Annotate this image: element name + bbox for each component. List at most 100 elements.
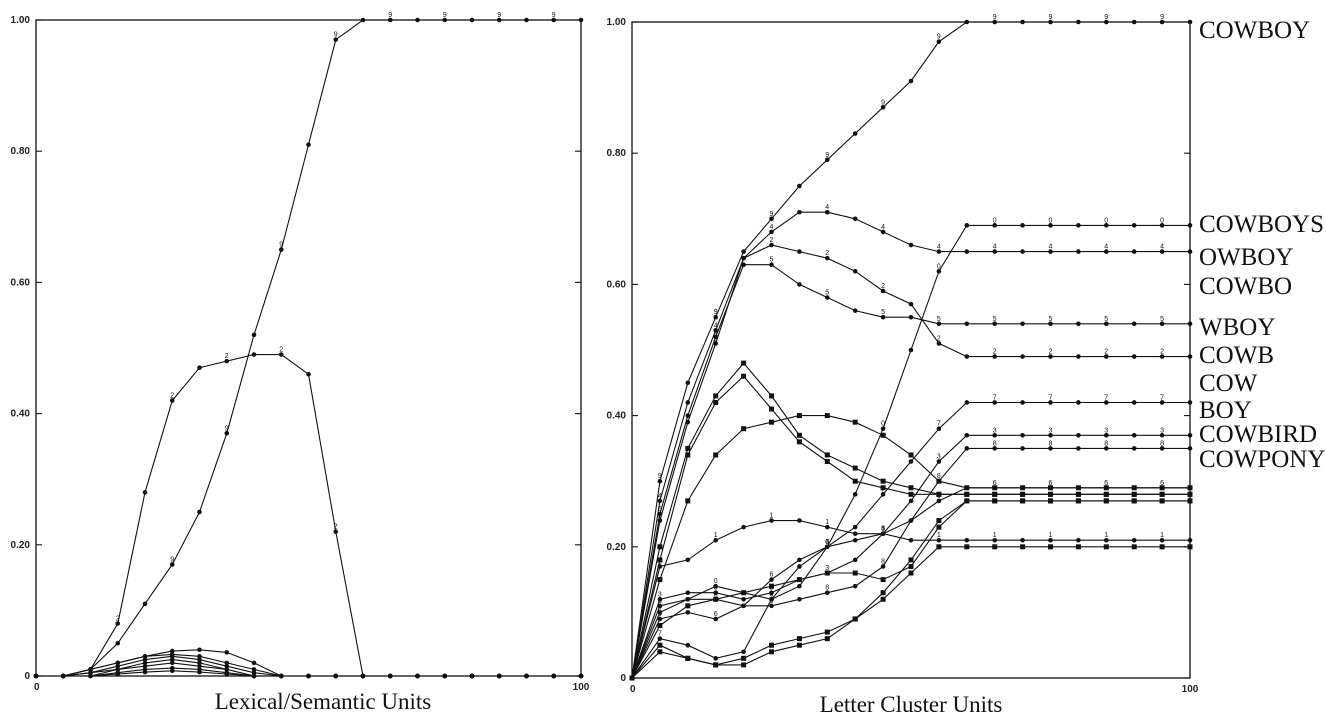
data-point	[1159, 400, 1165, 405]
data-point	[251, 660, 257, 666]
data-point	[142, 601, 148, 607]
data-point	[224, 671, 230, 677]
data-point	[908, 347, 914, 353]
data-point	[1020, 321, 1025, 327]
data-point	[713, 616, 718, 622]
data-point-label: 4	[937, 244, 941, 251]
data-point-label: 0	[1160, 217, 1164, 224]
data-point	[908, 485, 914, 491]
data-point	[741, 649, 746, 655]
data-point	[880, 288, 886, 294]
data-point	[908, 242, 914, 248]
data-point	[852, 268, 858, 274]
data-point	[1104, 537, 1109, 543]
data-point	[769, 583, 774, 589]
data-point	[1104, 223, 1109, 228]
data-point	[825, 255, 830, 261]
data-point-label: 3	[937, 454, 941, 461]
data-point	[1048, 446, 1053, 451]
data-point-label: 8	[714, 591, 718, 598]
data-point	[908, 570, 914, 576]
data-point	[1104, 400, 1109, 405]
data-point	[1104, 19, 1109, 25]
data-point	[964, 485, 970, 491]
data-point	[769, 596, 774, 602]
data-point	[1187, 354, 1193, 359]
data-point	[908, 498, 914, 504]
data-point	[852, 478, 858, 484]
data-point	[224, 663, 230, 669]
data-point	[1048, 537, 1053, 543]
data-point	[825, 590, 830, 596]
data-point	[769, 406, 774, 412]
data-point	[1159, 19, 1165, 25]
data-point	[1048, 432, 1053, 438]
data-point	[685, 419, 691, 425]
data-point-label: 9	[937, 34, 941, 41]
data-point	[657, 616, 663, 622]
data-point	[852, 308, 858, 313]
data-point	[741, 426, 747, 432]
data-point-label: 9	[658, 473, 662, 480]
data-point	[797, 557, 802, 563]
data-point	[769, 393, 774, 399]
data-point	[197, 657, 202, 662]
data-point	[1020, 544, 1026, 550]
data-point	[824, 636, 830, 642]
data-point	[992, 446, 997, 451]
data-point	[1104, 446, 1109, 451]
data-point	[306, 371, 311, 377]
data-point	[936, 459, 942, 464]
data-point-label: 9	[279, 242, 283, 249]
data-point-label: 2	[1160, 349, 1164, 356]
data-point-label: 8	[937, 473, 941, 480]
data-point	[713, 662, 719, 668]
data-point	[713, 334, 718, 340]
data-point	[880, 426, 886, 432]
data-point	[333, 529, 339, 534]
data-point	[387, 673, 393, 679]
series-end-label: COWPONY	[1199, 446, 1325, 473]
data-point-label: 2	[1049, 349, 1053, 356]
data-point	[115, 660, 121, 666]
data-point	[115, 671, 121, 677]
data-point-label: 4	[1160, 244, 1164, 251]
series-end-label: WBOY	[1199, 314, 1275, 341]
data-point	[1159, 223, 1165, 228]
data-point	[1159, 485, 1165, 491]
data-point	[169, 398, 175, 403]
data-point-label: 9	[1049, 14, 1053, 21]
data-point	[1020, 249, 1025, 254]
data-point-label: 2	[279, 347, 283, 354]
data-point-label: 0	[714, 578, 718, 585]
data-point	[685, 452, 691, 458]
data-point	[852, 216, 858, 222]
y-tick-label: 0.20	[11, 540, 31, 551]
data-point	[360, 17, 366, 23]
data-point-label: 1	[993, 532, 997, 539]
data-point	[992, 544, 998, 550]
data-point	[251, 352, 257, 357]
data-point-label: 0	[937, 263, 941, 270]
data-point-label: 5	[937, 316, 941, 323]
data-point-label: 9	[552, 12, 556, 19]
x-tick-label: 100	[573, 682, 590, 693]
data-point-label: 2	[770, 237, 774, 244]
data-point-label: 6	[770, 572, 774, 579]
data-point	[964, 19, 970, 25]
data-point	[197, 365, 202, 370]
series-end-label: COWBOYS	[1199, 211, 1324, 238]
data-point	[964, 446, 970, 451]
plot-frame	[631, 21, 1191, 679]
data-point	[88, 667, 93, 672]
x-tick-label: 100	[1182, 684, 1199, 695]
data-point	[1076, 321, 1081, 327]
data-point	[251, 667, 257, 672]
y-tick-label: 0.40	[607, 411, 627, 422]
data-point	[908, 557, 914, 563]
data-point	[880, 577, 886, 583]
data-point-label: 2	[714, 335, 718, 342]
data-point-label: 3	[1160, 427, 1164, 434]
data-point-label: 4	[658, 493, 662, 500]
data-point	[169, 562, 175, 567]
